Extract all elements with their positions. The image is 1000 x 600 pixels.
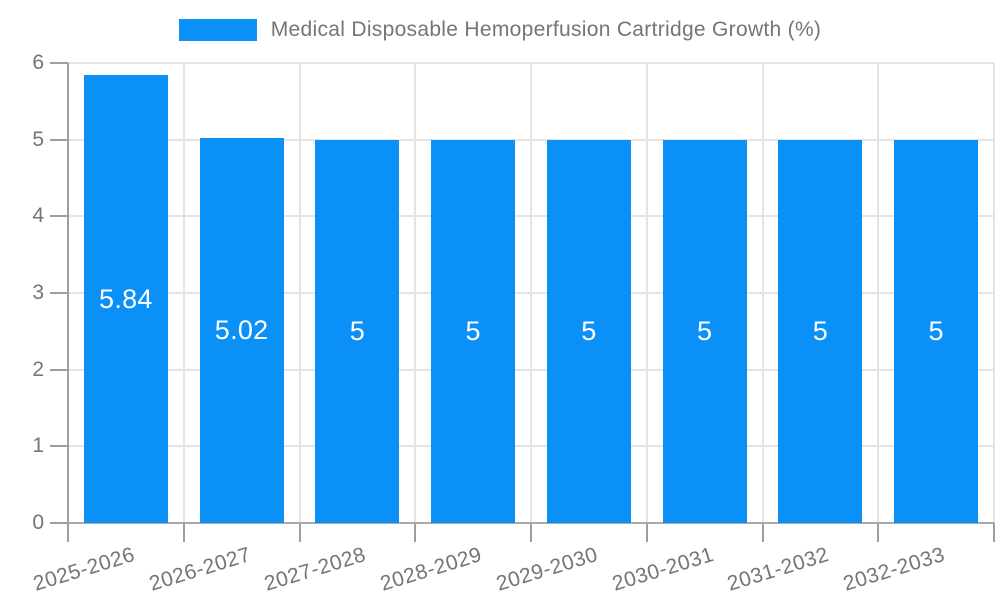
x-gridline	[530, 63, 532, 523]
x-axis-tick	[414, 523, 417, 542]
x-axis-tick	[298, 523, 301, 542]
x-axis-tick	[182, 523, 185, 542]
bar: 5	[315, 139, 400, 523]
x-gridline	[993, 63, 995, 523]
x-gridline	[877, 63, 880, 523]
y-axis-label: 6	[32, 51, 44, 74]
chart-legend[interactable]: Medical Disposable Hemoperfusion Cartrid…	[0, 18, 1000, 42]
x-axis-label: 2028-2029	[377, 543, 485, 596]
y-axis-tick	[50, 62, 68, 64]
bar: 5	[431, 139, 516, 523]
y-axis-label: 0	[32, 511, 44, 534]
y-axis-label: 1	[32, 434, 44, 458]
x-axis-tick	[67, 523, 69, 542]
x-axis-tick	[761, 523, 764, 542]
x-gridline	[298, 63, 301, 523]
y-axis-label: 2	[32, 357, 44, 381]
y-axis-label: 3	[32, 281, 44, 304]
bar: 5	[778, 139, 863, 523]
y-axis-tick	[50, 292, 68, 294]
legend-swatch	[178, 19, 257, 41]
y-axis-tick	[50, 215, 68, 218]
y-axis-tick	[50, 368, 68, 371]
bar-value-label: 5	[349, 315, 366, 346]
x-axis-tick	[877, 523, 880, 542]
y-axis-line	[67, 63, 69, 523]
bar: 5	[662, 139, 747, 523]
x-gridline	[414, 63, 417, 523]
x-gridline	[182, 63, 185, 523]
legend-label: Medical Disposable Hemoperfusion Cartrid…	[270, 18, 822, 41]
bar: 5.84	[83, 75, 168, 523]
x-axis-label: 2032-2033	[840, 543, 948, 596]
y-axis-tick	[50, 138, 68, 141]
y-axis-tick	[50, 445, 68, 448]
x-axis-tick	[530, 523, 532, 542]
bar-value-label: 5	[696, 315, 713, 346]
x-axis-label: 2025-2026	[30, 543, 138, 596]
bar-value-label: 5.02	[214, 315, 269, 346]
x-gridline	[645, 63, 648, 523]
x-axis-label: 2030-2031	[609, 543, 717, 596]
x-axis-label: 2026-2027	[146, 543, 254, 596]
bar-value-label: 5	[581, 315, 597, 346]
bar: 5.02	[199, 138, 284, 523]
x-axis-label: 2029-2030	[493, 543, 601, 596]
x-axis-label: 2031-2032	[725, 543, 833, 596]
x-axis-label: 2027-2028	[262, 543, 370, 596]
bar-value-label: 5	[812, 315, 829, 346]
x-gridline	[761, 63, 764, 523]
x-axis-line	[68, 522, 994, 524]
y-axis-tick	[50, 522, 68, 524]
bar-value-label: 5	[928, 315, 944, 346]
x-axis-tick	[993, 523, 995, 542]
x-axis-tick	[645, 523, 648, 542]
y-axis-label: 4	[32, 204, 44, 228]
y-axis-label: 5	[32, 127, 44, 151]
bar-value-label: 5	[465, 315, 481, 346]
bar-value-label: 5.84	[99, 283, 153, 314]
bar: 5	[546, 139, 631, 523]
bar: 5	[894, 139, 979, 523]
